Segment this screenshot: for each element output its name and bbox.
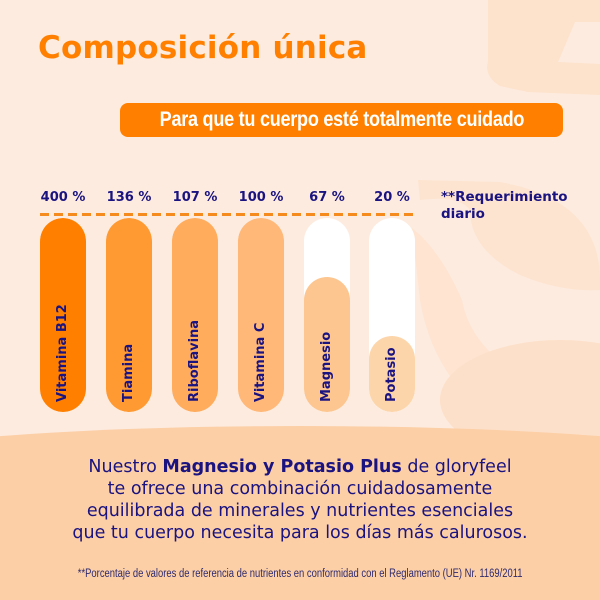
subtitle-badge: Para que tu cuerpo esté totalmente cuida… [120,103,563,137]
description-paragraph: Nuestro Magnesio y Potasio Plus de glory… [0,456,600,544]
bar-fill [369,336,415,412]
bar-magnesio: Magnesio [304,218,350,412]
description-text: de gloryfeel [401,457,512,477]
percent-label-potasio: 20 % [374,190,410,205]
bar-fill [106,218,152,412]
description-line-1: Nuestro Magnesio y Potasio Plus de glory… [0,456,600,478]
description-line-3: equilibrada de minerales y nutrientes es… [86,501,514,521]
bar-vitamina-b12: Vitamina B12 [40,218,86,412]
footnote-text: **Porcentaje de valores de referencia de… [77,568,523,580]
bar-label: Potasio [384,347,399,402]
bar-label: Tiamina [121,343,136,402]
footnote: **Porcentaje de valores de referencia de… [0,568,600,580]
percent-label-magnesio: 67 % [309,190,345,205]
description-text: Nuestro [88,457,163,477]
percent-label-vitamina-c: 100 % [238,190,284,205]
bar-fill [238,218,284,412]
bar-fill [172,218,218,412]
bar-potasio: Potasio [369,218,415,412]
bar-riboflavina: Riboflavina [172,218,218,412]
bar-label: Vitamina C [253,322,268,402]
description-line-2: te ofrece una combinación cuidadosamente [107,479,493,499]
description-line-4: que tu cuerpo necesita para los días más… [72,523,528,543]
legend-daily-requirement: **Requerimiento diario [441,189,568,222]
bar-label: Vitamina B12 [55,304,70,402]
subtitle-text: Para que tu cuerpo esté totalmente cuida… [159,108,524,131]
bar-tiamina: Tiamina [106,218,152,412]
daily-requirement-dashed-line [40,213,416,216]
percent-label-vitamina-b12: 400 % [40,190,86,205]
bar-label: Riboflavina [187,319,202,402]
bottom-panel [0,426,600,600]
percent-label-tiamina: 136 % [106,190,152,205]
page-title: Composición única [38,30,368,66]
product-name: Magnesio y Potasio Plus [162,457,402,477]
bar-fill [304,277,350,412]
bar-fill [40,218,86,412]
bar-vitamina-c: Vitamina C [238,218,284,412]
percent-label-riboflavina: 107 % [172,190,218,205]
bar-label: Magnesio [319,331,334,402]
